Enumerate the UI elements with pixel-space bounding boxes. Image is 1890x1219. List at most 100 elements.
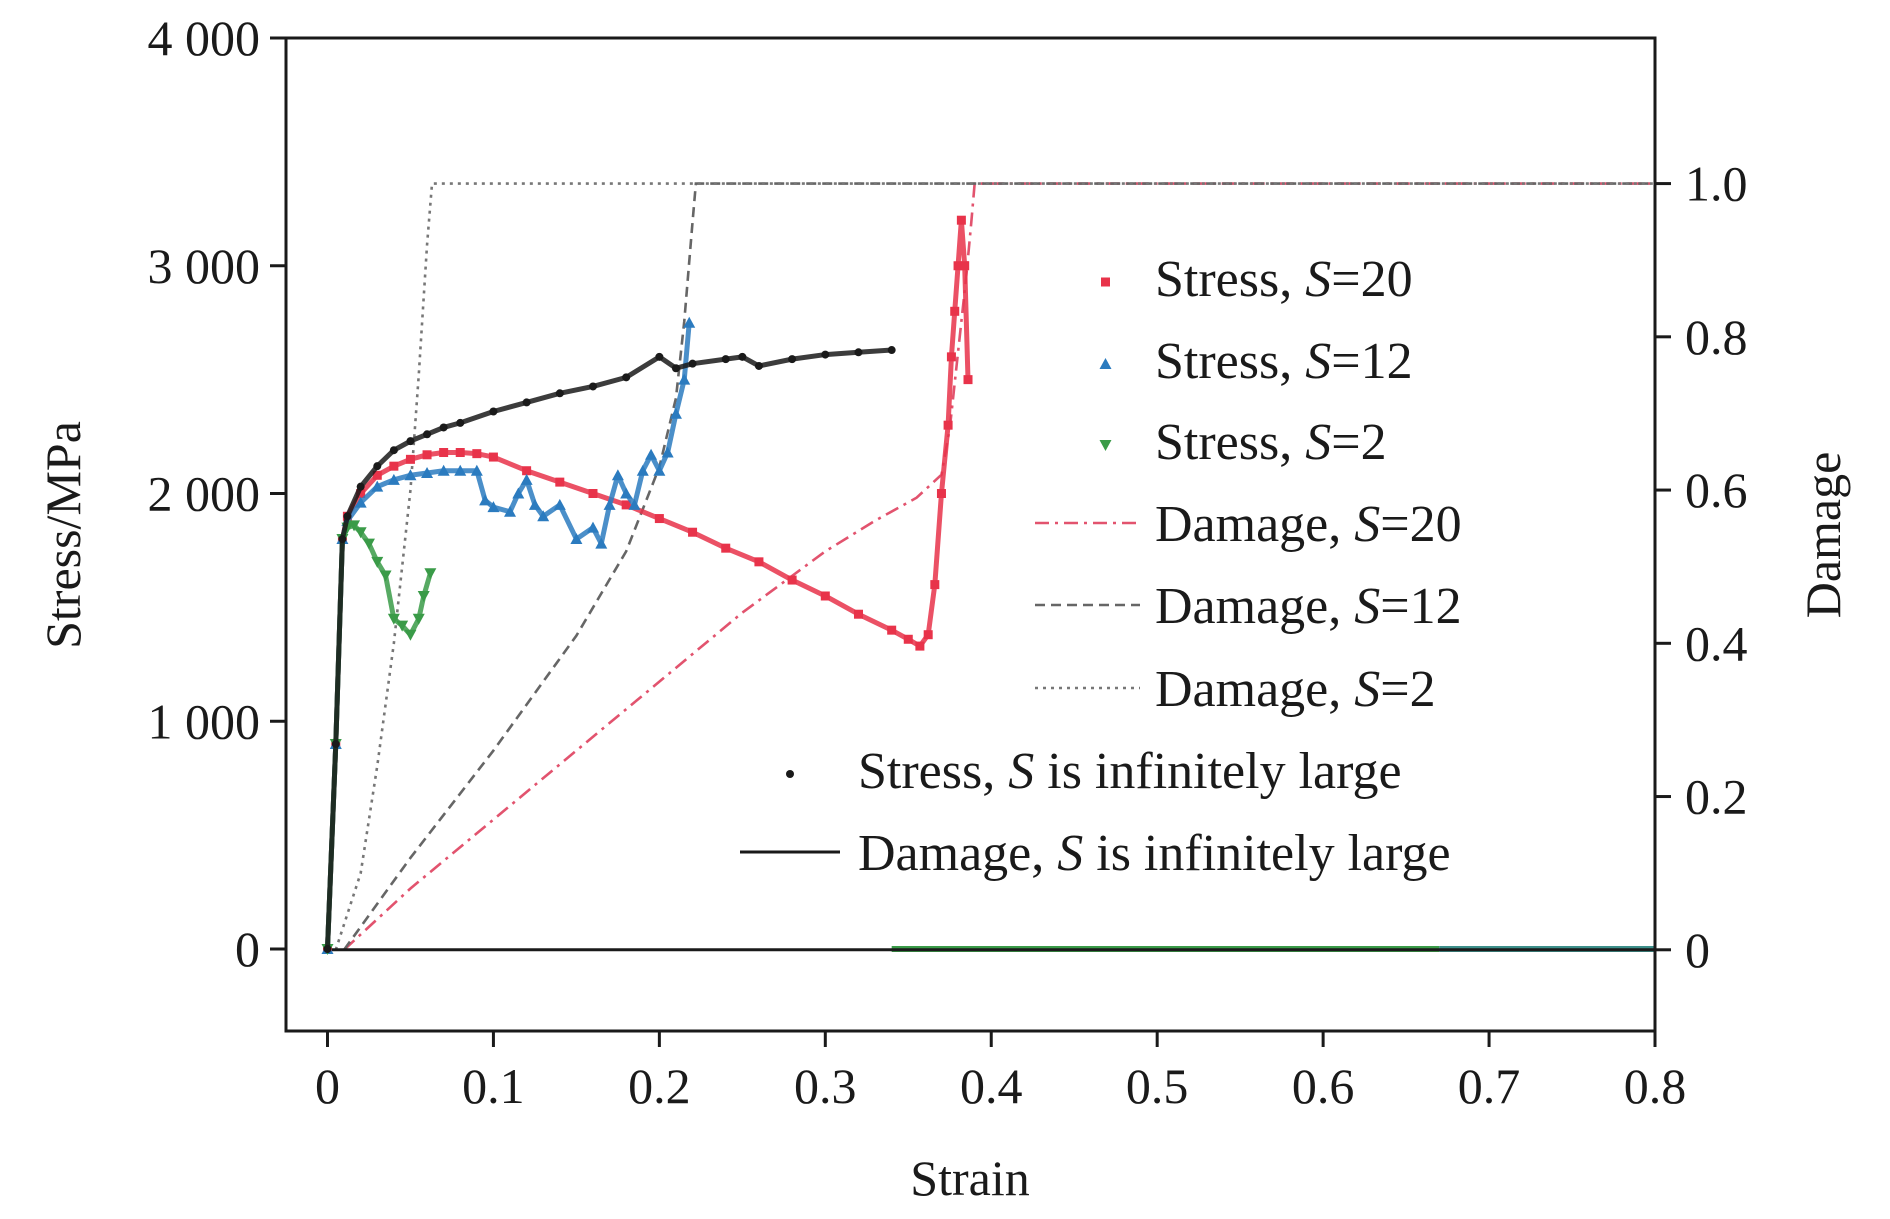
data-point bbox=[354, 527, 367, 539]
data-point bbox=[570, 533, 583, 545]
data-point bbox=[946, 352, 956, 362]
data-point bbox=[404, 629, 417, 641]
legend-label: Damage, S is infinitely large bbox=[858, 825, 1451, 882]
data-point bbox=[688, 527, 698, 537]
data-point bbox=[595, 537, 608, 549]
data-point bbox=[343, 512, 352, 521]
series-line bbox=[343, 182, 1655, 951]
data-point bbox=[371, 556, 384, 568]
data-point bbox=[371, 480, 384, 492]
data-point bbox=[379, 570, 392, 582]
data-point bbox=[653, 464, 666, 476]
data-point bbox=[389, 446, 398, 455]
y2-tick-label: 0.4 bbox=[1685, 615, 1748, 671]
data-point bbox=[887, 625, 897, 635]
data-point bbox=[522, 398, 531, 407]
data-point bbox=[903, 634, 913, 644]
data-point bbox=[688, 359, 697, 368]
data-point bbox=[528, 498, 541, 510]
data-point bbox=[669, 407, 682, 419]
data-point bbox=[754, 557, 764, 567]
x-tick-label: 0.7 bbox=[1458, 1058, 1521, 1114]
x-axis-title: Strain bbox=[910, 1150, 1029, 1206]
data-point bbox=[950, 306, 960, 316]
legend-label: Damage, S=12 bbox=[1155, 578, 1462, 635]
legend-marker bbox=[1099, 358, 1112, 369]
data-point bbox=[960, 261, 970, 271]
data-point bbox=[820, 591, 830, 601]
data-point bbox=[338, 535, 347, 544]
data-point bbox=[636, 464, 649, 476]
data-point bbox=[683, 316, 696, 328]
series-line bbox=[334, 182, 1655, 951]
data-point bbox=[930, 580, 940, 590]
data-point bbox=[520, 473, 533, 485]
legend-label: Stress, S is infinitely large bbox=[858, 743, 1402, 800]
y2-tick-label: 0 bbox=[1685, 922, 1710, 978]
data-point bbox=[489, 407, 498, 416]
legend-marker bbox=[786, 770, 794, 778]
data-point bbox=[936, 489, 946, 499]
data-point bbox=[356, 489, 366, 499]
y-tick-label: 4 000 bbox=[148, 10, 261, 66]
y2-tick-label: 1.0 bbox=[1685, 156, 1748, 212]
data-point bbox=[470, 464, 483, 476]
data-point bbox=[678, 373, 691, 385]
plot-frame bbox=[284, 36, 1657, 1033]
x-tick-label: 0.4 bbox=[960, 1058, 1023, 1114]
y-tick-label: 2 000 bbox=[148, 466, 261, 522]
x-tick-label: 0.2 bbox=[628, 1058, 691, 1114]
data-point bbox=[455, 448, 465, 458]
data-point bbox=[586, 521, 599, 533]
data-point bbox=[555, 389, 564, 398]
data-point bbox=[821, 350, 830, 359]
y2-tick-label: 0.2 bbox=[1685, 769, 1748, 825]
data-point bbox=[738, 352, 747, 361]
data-point bbox=[622, 373, 631, 382]
data-point bbox=[348, 520, 361, 532]
data-point bbox=[406, 437, 415, 446]
data-point bbox=[655, 352, 664, 361]
legend-marker bbox=[1101, 277, 1110, 287]
data-point bbox=[671, 364, 680, 373]
data-point bbox=[943, 420, 953, 430]
data-point bbox=[555, 477, 565, 487]
x-tick-label: 0.6 bbox=[1292, 1058, 1355, 1114]
data-point bbox=[853, 609, 863, 619]
data-point bbox=[787, 575, 797, 585]
y2-axis-title: Damage bbox=[1795, 452, 1851, 619]
data-point bbox=[956, 215, 966, 225]
series-trace bbox=[324, 322, 692, 950]
legend-marker bbox=[1099, 440, 1112, 451]
data-point bbox=[628, 498, 641, 510]
data-point bbox=[424, 568, 437, 580]
data-point bbox=[620, 487, 633, 499]
data-point bbox=[405, 454, 415, 464]
data-point bbox=[923, 630, 933, 640]
y-tick-label: 0 bbox=[235, 921, 260, 977]
data-point bbox=[396, 620, 409, 632]
y-tick-label: 1 000 bbox=[148, 693, 261, 749]
x-tick-label: 0.5 bbox=[1126, 1058, 1189, 1114]
x-tick-label: 0 bbox=[315, 1058, 340, 1114]
data-point bbox=[456, 418, 465, 427]
legend-label: Stress, S=20 bbox=[1155, 251, 1413, 308]
data-point bbox=[645, 448, 658, 460]
data-point bbox=[522, 466, 532, 476]
legend-label: Damage, S=2 bbox=[1155, 661, 1436, 718]
data-point bbox=[323, 945, 332, 954]
data-point bbox=[854, 348, 863, 357]
data-point bbox=[404, 469, 417, 481]
data-point bbox=[621, 500, 631, 510]
data-point bbox=[389, 461, 399, 471]
y2-tick-label: 0.8 bbox=[1685, 309, 1748, 365]
data-point bbox=[421, 467, 434, 479]
data-point bbox=[373, 462, 382, 471]
data-point bbox=[721, 543, 731, 553]
x-tick-label: 0.3 bbox=[794, 1058, 857, 1114]
data-point bbox=[454, 464, 467, 476]
series-layer bbox=[321, 182, 1655, 956]
data-point bbox=[437, 464, 450, 476]
x-tick-label: 0.1 bbox=[462, 1058, 525, 1114]
